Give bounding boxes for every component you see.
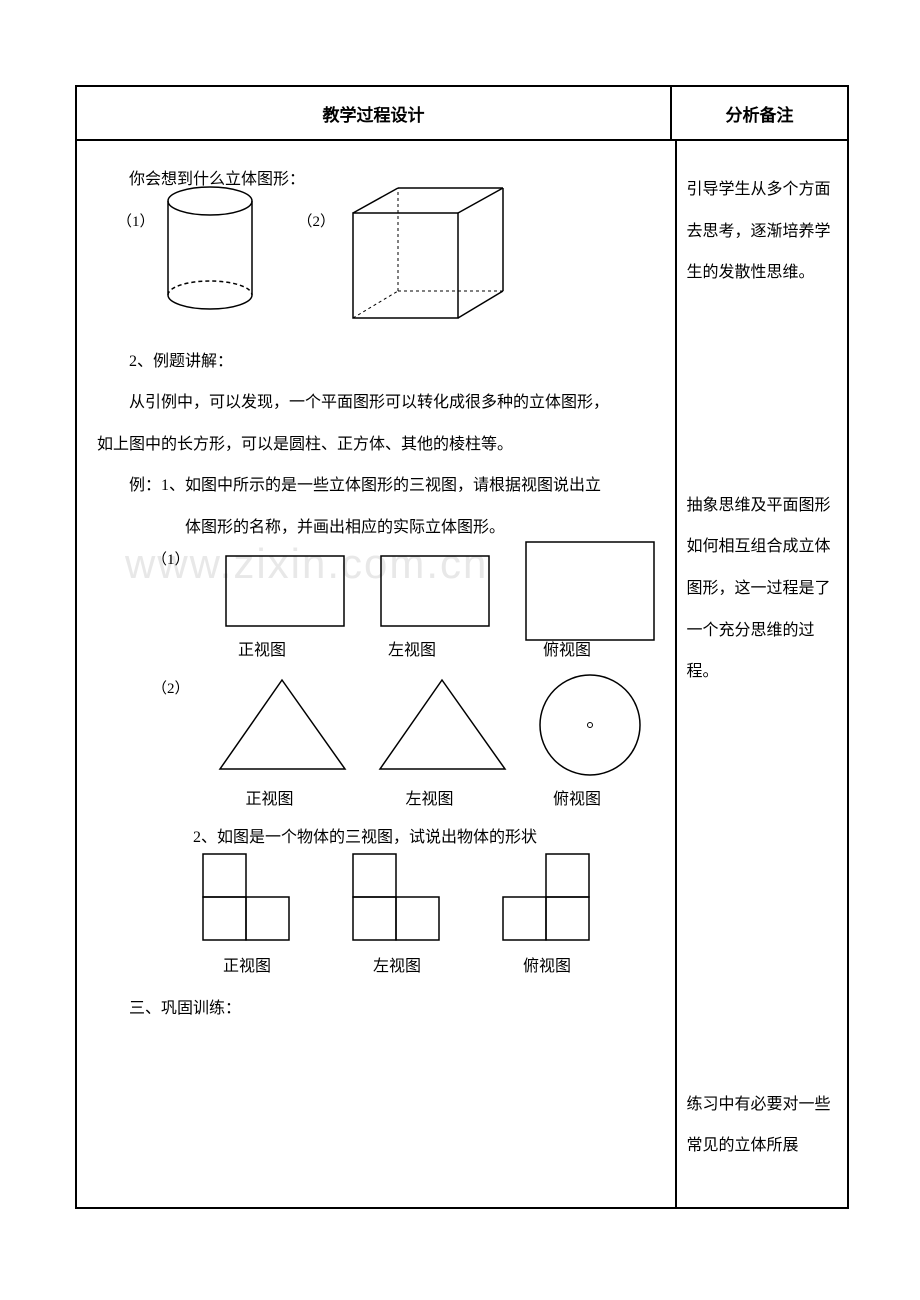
rect-top-icon — [525, 541, 655, 641]
view-left-label-2: 左视图 — [362, 790, 497, 809]
view-left-label-1: 左视图 — [357, 641, 467, 660]
sub-2-label: （2） — [152, 670, 190, 709]
view-front-label-3: 正视图 — [202, 957, 292, 976]
triangle-front-icon — [215, 677, 350, 772]
rect-front-icon — [225, 555, 345, 627]
note-2: 抽象思维及平面图形如何相互组合成立体图形，这一过程是了一个充分思维的过程。 — [687, 485, 837, 693]
header-left: 教学过程设计 — [77, 87, 672, 139]
view-top-label-3: 俯视图 — [502, 957, 592, 976]
view-front-label-2: 正视图 — [202, 790, 337, 809]
view-top-label-1: 俯视图 — [502, 641, 632, 660]
view-top-label-2: 俯视图 — [522, 790, 632, 809]
section-2-title: 2、例题讲解： — [97, 341, 655, 383]
lshape-front-icon — [202, 853, 292, 943]
header-right: 分析备注 — [672, 87, 847, 139]
notes-column: 引导学生从多个方面去思考，逐渐培养学生的发散性思维。 抽象思维及平面图形如何相互… — [677, 141, 847, 1207]
page-table: 教学过程设计 分析备注 你会想到什么立体图形： （1） （2） — [75, 85, 849, 1209]
view-front-label-1: 正视图 — [202, 641, 322, 660]
note-3: 练习中有必要对一些常见的立体所展 — [687, 1084, 837, 1167]
para-1: 从引例中，可以发现，一个平面图形可以转化成很多种的立体图形， — [97, 382, 655, 424]
view-left-label-3: 左视图 — [352, 957, 442, 976]
content-main: 你会想到什么立体图形： （1） （2） — [77, 141, 677, 1207]
cuboid-icon — [343, 183, 523, 323]
note-1: 引导学生从多个方面去思考，逐渐培养学生的发散性思维。 — [687, 169, 837, 294]
cylinder-icon — [163, 183, 258, 313]
section-3-title: 三、巩固训练： — [97, 988, 655, 1030]
triangle-left-icon — [375, 677, 510, 772]
item-2-label: （2） — [298, 203, 336, 242]
table-header-row: 教学过程设计 分析备注 — [77, 87, 847, 141]
sub-1-label: （1） — [152, 541, 190, 580]
lshape-left-icon — [352, 853, 442, 943]
example-header: 例：1、如图中所示的是一些立体图形的三视图，请根据视图说出立 — [97, 465, 655, 507]
lshape-top-icon — [502, 853, 592, 943]
item-1-label: （1） — [117, 203, 155, 242]
para-1b: 如上图中的长方形，可以是圆柱、正方体、其他的棱柱等。 — [97, 424, 655, 466]
rect-left-icon — [380, 555, 490, 627]
table-content-row: 你会想到什么立体图形： （1） （2） — [77, 141, 847, 1207]
circle-top-icon — [535, 670, 645, 780]
